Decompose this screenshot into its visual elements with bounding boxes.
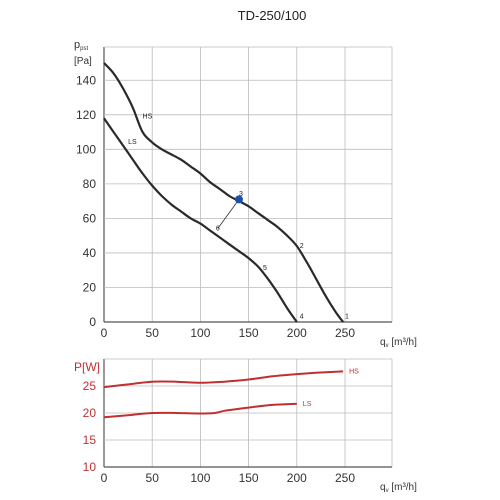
pressure-x-tick-label: 50 [146, 326, 160, 340]
pressure-x-tick-label: 200 [287, 326, 307, 340]
chart-title: TD-250/100 [238, 8, 307, 23]
pressure-curve-hs [103, 62, 344, 323]
pressure-point-label-5: 5 [263, 265, 267, 272]
pressure-x-tick-label: 150 [239, 326, 259, 340]
power-curve-label-ls: LS [303, 401, 312, 408]
pressure-x-tick-label: 100 [190, 326, 210, 340]
pressure-point-markers: 1 2 3 4 5 6 [216, 191, 349, 321]
pressure-y-tick-label: 140 [76, 73, 96, 87]
pressure-point-label-6: 6 [216, 225, 220, 232]
power-x-tick-label: 200 [287, 471, 307, 485]
operating-point-marker [234, 195, 243, 204]
pressure-point-label-2: 2 [300, 243, 304, 250]
pressure-curves: HS LS [103, 62, 344, 323]
pressure-curve-label-hs: HS [143, 113, 153, 120]
power-x-tick-label: 0 [101, 471, 108, 485]
pressure-point-label-4: 4 [300, 314, 304, 321]
pressure-axis-unit: [Pa] [74, 56, 92, 67]
pressure-y-tick-label: 80 [83, 177, 97, 191]
power-curve-hs [103, 370, 344, 389]
operating-line [217, 199, 240, 229]
power-x-tick-label: 50 [146, 471, 160, 485]
power-curves: HS LS [103, 368, 359, 419]
pressure-grid [103, 46, 393, 323]
pressure-x-tick-label: 250 [335, 326, 355, 340]
pressure-curve-ls [103, 117, 298, 323]
pressure-y-tick-label: 60 [83, 211, 97, 225]
pressure-axis-symbol: ppst [74, 39, 88, 52]
power-grid [103, 358, 393, 468]
flow-axis-label-bottom: qv [m³/h] [380, 482, 417, 494]
power-curve-label-hs: HS [349, 368, 359, 375]
pressure-x-tick-label: 0 [101, 326, 108, 340]
pressure-y-tick-label: 100 [76, 142, 96, 156]
power-chart-ticks: 0 50 100 150 200 250 10 15 20 25 [83, 379, 356, 485]
pressure-y-tick-label: 120 [76, 108, 96, 122]
pressure-curve-label-ls: LS [128, 139, 137, 146]
power-axis-label: P[W] [74, 360, 100, 374]
power-x-tick-label: 100 [190, 471, 210, 485]
pressure-y-tick-label: 0 [89, 315, 96, 329]
flow-axis-label-top: qv [m³/h] [380, 337, 417, 349]
power-y-tick-label: 25 [83, 379, 97, 393]
pressure-y-tick-label: 20 [83, 280, 97, 294]
power-x-tick-label: 250 [335, 471, 355, 485]
pressure-chart-ticks: 0 50 100 150 200 250 0 20 40 60 80 100 120 140 [76, 73, 355, 340]
power-y-tick-label: 20 [83, 406, 97, 420]
pressure-point-label-3: 3 [239, 191, 243, 198]
power-y-tick-label: 10 [83, 460, 97, 474]
pressure-point-label-1: 1 [345, 314, 349, 321]
power-x-tick-label: 150 [239, 471, 259, 485]
power-y-tick-label: 15 [83, 433, 97, 447]
pressure-y-tick-label: 40 [83, 246, 97, 260]
power-curve-ls [103, 402, 297, 419]
